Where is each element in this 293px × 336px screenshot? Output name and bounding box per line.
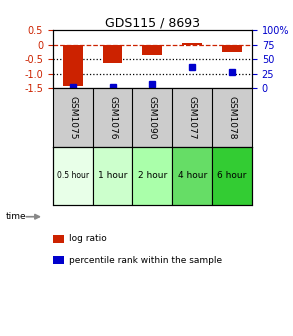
Text: GSM1078: GSM1078: [228, 96, 236, 139]
Text: time: time: [6, 212, 26, 221]
Text: 0.5 hour: 0.5 hour: [57, 171, 89, 180]
Text: GSM1076: GSM1076: [108, 96, 117, 139]
Text: 6 hour: 6 hour: [217, 171, 247, 180]
Text: GSM1075: GSM1075: [68, 96, 77, 139]
Bar: [142, 45, 162, 55]
Text: 2 hour: 2 hour: [138, 171, 167, 180]
Text: 4 hour: 4 hour: [178, 171, 207, 180]
Text: GSM1090: GSM1090: [148, 96, 157, 139]
Title: GDS115 / 8693: GDS115 / 8693: [105, 16, 200, 29]
Bar: [182, 43, 202, 45]
Text: percentile rank within the sample: percentile rank within the sample: [69, 256, 222, 265]
Text: GSM1077: GSM1077: [188, 96, 197, 139]
FancyBboxPatch shape: [93, 147, 132, 205]
Bar: [222, 45, 242, 52]
FancyBboxPatch shape: [212, 147, 252, 205]
Bar: [103, 45, 122, 63]
FancyBboxPatch shape: [172, 147, 212, 205]
Text: log ratio: log ratio: [69, 234, 107, 243]
Text: 1 hour: 1 hour: [98, 171, 127, 180]
FancyBboxPatch shape: [132, 147, 172, 205]
FancyBboxPatch shape: [53, 147, 93, 205]
Bar: [63, 45, 83, 86]
